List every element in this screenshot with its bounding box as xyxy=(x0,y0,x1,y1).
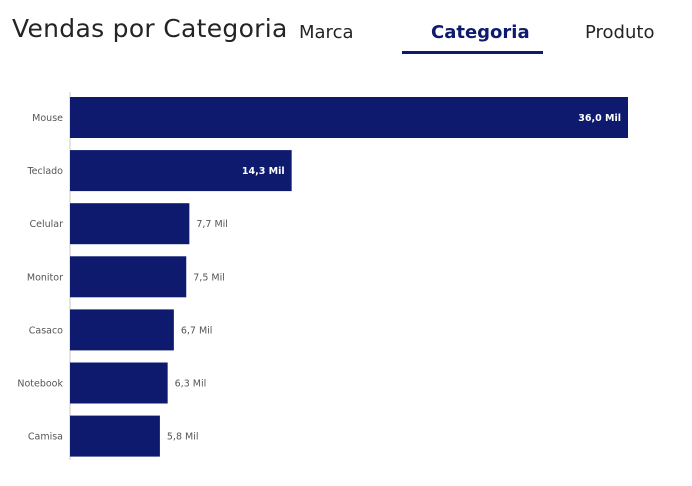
bar-casaco[interactable] xyxy=(70,309,174,351)
category-label-celular: Celular xyxy=(29,219,63,230)
data-label-camisa: 5,8 Mil xyxy=(167,432,199,443)
data-label-teclado: 14,3 Mil xyxy=(242,166,285,177)
bar-celular[interactable] xyxy=(70,203,190,245)
bar-teclado[interactable] xyxy=(70,150,292,192)
bar-notebook[interactable] xyxy=(70,362,168,404)
bar-camisa[interactable] xyxy=(70,415,160,457)
category-label-casaco: Casaco xyxy=(29,325,63,336)
category-label-camisa: Camisa xyxy=(28,432,63,443)
bar-monitor[interactable] xyxy=(70,256,187,298)
data-label-celular: 7,7 Mil xyxy=(196,219,228,230)
active-tab-indicator xyxy=(402,51,543,54)
data-label-monitor: 7,5 Mil xyxy=(193,272,225,283)
data-label-mouse: 36,0 Mil xyxy=(578,113,621,124)
data-label-notebook: 6,3 Mil xyxy=(175,379,207,390)
category-label-notebook: Notebook xyxy=(17,379,63,390)
tab-produto[interactable]: Produto xyxy=(585,22,655,43)
page-title: Vendas por Categoria xyxy=(12,14,288,43)
bar-mouse[interactable] xyxy=(70,97,628,138)
category-label-mouse: Mouse xyxy=(32,113,63,124)
data-label-casaco: 6,7 Mil xyxy=(181,325,213,336)
category-label-teclado: Teclado xyxy=(26,166,63,177)
category-label-monitor: Monitor xyxy=(27,272,63,283)
tab-marca[interactable]: Marca xyxy=(299,22,354,43)
tab-categoria[interactable]: Categoria xyxy=(431,22,530,43)
